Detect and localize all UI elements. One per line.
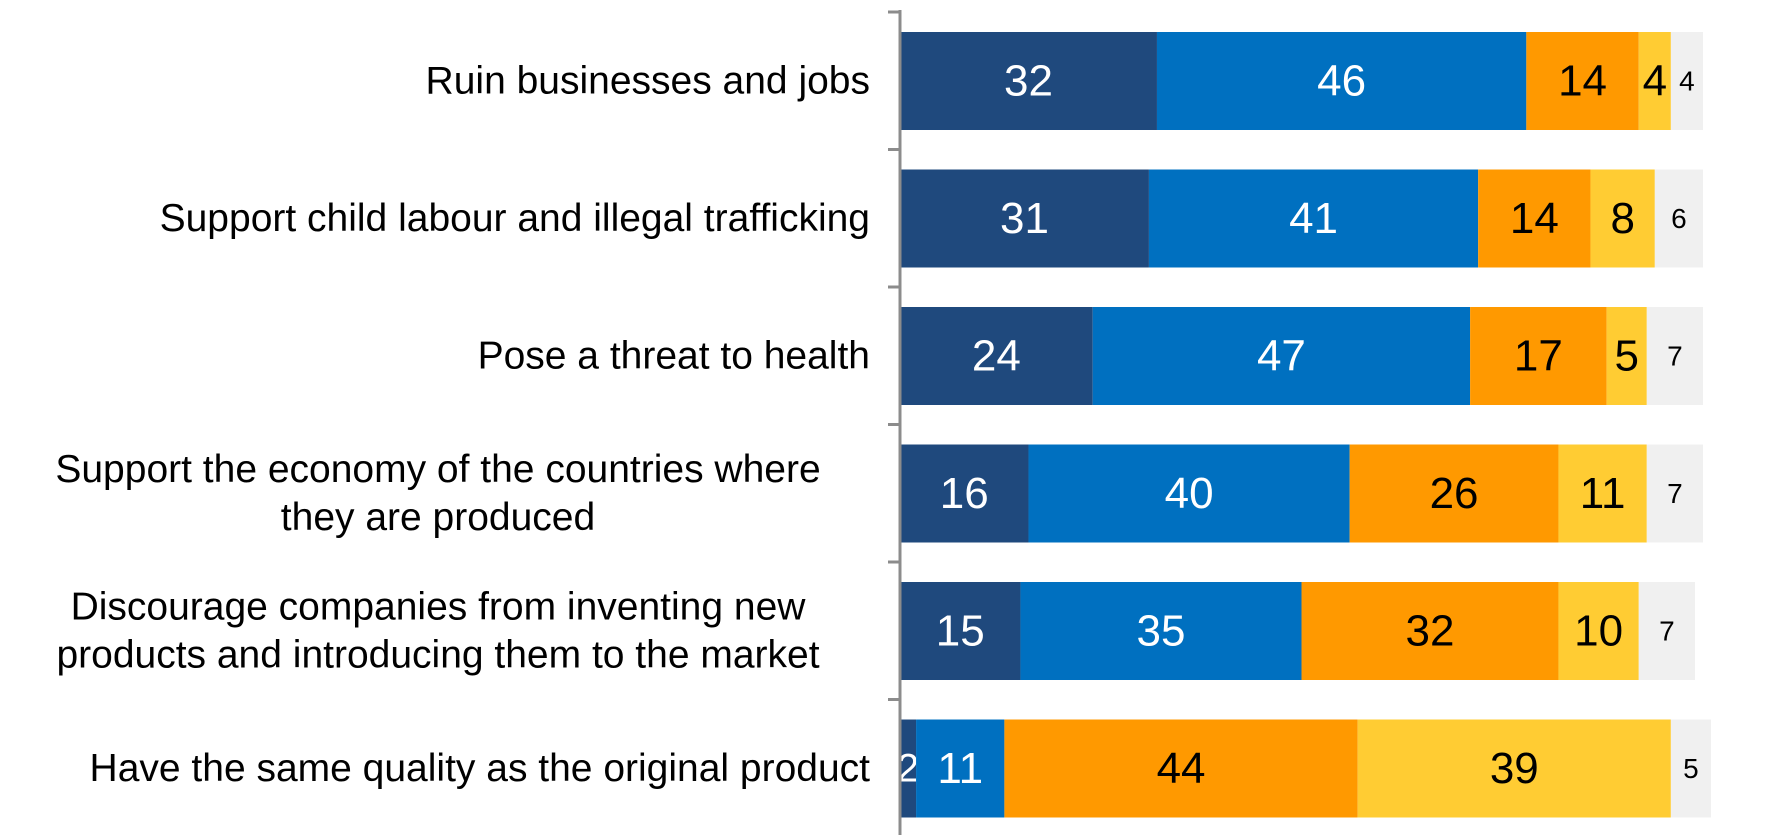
- bar-segment: [1357, 719, 1671, 818]
- category-label: Ruin businesses and jobs: [426, 60, 870, 103]
- bar-segment: [1156, 32, 1527, 130]
- data-label: 39: [1490, 744, 1539, 793]
- bar-segment: [1654, 169, 1703, 268]
- axis-layer: [888, 10, 902, 835]
- category-label: Have the same quality as the original pr…: [90, 747, 871, 790]
- bar-segment: [916, 719, 1005, 818]
- bar-segment: [900, 169, 1149, 268]
- bar-segment: [1349, 444, 1559, 543]
- data-label: 40: [1165, 469, 1214, 518]
- category-label: products and introducing them to the mar…: [56, 634, 819, 677]
- category-label: Discourage companies from inventing new: [71, 586, 807, 629]
- bar-segment: [1092, 307, 1471, 405]
- bar-segment: [1526, 32, 1639, 130]
- data-label: 6: [1671, 203, 1687, 234]
- bar-segment: [1646, 307, 1703, 405]
- data-label: 24: [972, 332, 1021, 381]
- bar-segment: [1301, 582, 1559, 680]
- data-label: 14: [1510, 194, 1559, 243]
- data-label: 7: [1667, 341, 1683, 372]
- bar-segment: [1638, 32, 1671, 130]
- bar-segment: [1646, 444, 1703, 543]
- bar-segment: [1590, 169, 1655, 268]
- data-label: 16: [940, 469, 989, 518]
- bar-segment: [1606, 307, 1647, 405]
- data-label: 5: [1683, 753, 1699, 784]
- category-label: Pose a threat to health: [478, 335, 870, 378]
- data-label: 5: [1614, 332, 1638, 381]
- data-label: 11: [1580, 469, 1626, 518]
- bar-segment: [1020, 582, 1302, 680]
- category-labels-layer: Ruin businesses and jobs Support child la…: [55, 60, 870, 791]
- data-label: 15: [936, 607, 985, 656]
- bar-segment: [1558, 582, 1639, 680]
- data-label: 35: [1136, 607, 1185, 656]
- bar-segment: [1670, 719, 1712, 818]
- data-label: 47: [1257, 332, 1306, 381]
- bar-segment: [900, 582, 1021, 680]
- bar-segment: [1028, 444, 1350, 543]
- data-label: 32: [1004, 57, 1053, 106]
- data-label: 41: [1289, 194, 1338, 243]
- bars-layer: 32 46 14 4 431 41 14 8 624 47 17 5 716 40 26 11 715 35 32 1…: [897, 32, 1712, 818]
- bar-segment: [1558, 444, 1647, 543]
- data-label: 17: [1514, 332, 1563, 381]
- bar-segment: [900, 444, 1029, 543]
- bar-segment: [1478, 169, 1591, 268]
- bar-segment: [1638, 582, 1695, 680]
- category-label: Support the economy of the countries whe…: [55, 448, 820, 491]
- bar-segment: [900, 307, 1093, 405]
- bar-segment: [1004, 719, 1358, 818]
- bar-segment: [900, 32, 1157, 130]
- bar-segment: [1470, 307, 1607, 405]
- data-label: 4: [1679, 66, 1695, 97]
- data-label: 2: [897, 747, 919, 791]
- data-label: 32: [1406, 607, 1455, 656]
- data-label: 14: [1558, 57, 1607, 106]
- bar-segment: [1148, 169, 1479, 268]
- data-label: 8: [1610, 194, 1634, 243]
- data-label: 46: [1317, 57, 1366, 106]
- bar-segment: [1670, 32, 1703, 130]
- data-label: 4: [1643, 57, 1667, 106]
- data-label: 7: [1667, 478, 1683, 509]
- data-label: 26: [1430, 469, 1479, 518]
- data-label: 10: [1574, 607, 1623, 656]
- data-label: 11: [937, 744, 983, 793]
- category-label: Support child labour and illegal traffic…: [160, 197, 870, 240]
- bar-segment: [900, 719, 917, 818]
- data-label: 44: [1157, 744, 1206, 793]
- category-label: they are produced: [281, 496, 595, 539]
- data-label: 7: [1659, 616, 1675, 647]
- data-label: 31: [1000, 194, 1049, 243]
